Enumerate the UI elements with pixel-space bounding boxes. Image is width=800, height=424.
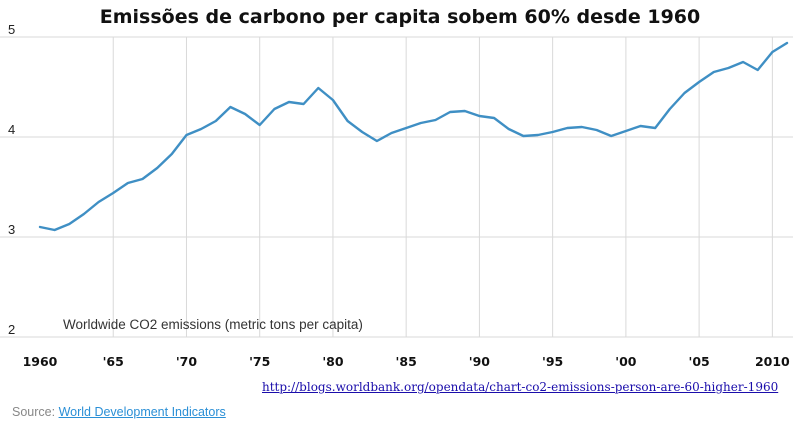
- y-tick-label: 3: [8, 222, 15, 237]
- data-point: [317, 87, 319, 89]
- data-point: [669, 108, 671, 110]
- x-tick-label: '75: [249, 354, 270, 369]
- chart-title: Emissões de carbono per capita sobem 60%…: [99, 6, 701, 28]
- data-point: [434, 119, 436, 121]
- x-tick-label: '05: [689, 354, 710, 369]
- data-point: [786, 42, 788, 44]
- data-point: [757, 69, 759, 71]
- data-point: [244, 113, 246, 115]
- data-point: [127, 182, 129, 184]
- x-tick-label: '90: [469, 354, 491, 369]
- chart-annotation: Worldwide CO2 emissions (metric tons per…: [63, 317, 363, 332]
- data-point: [156, 167, 158, 169]
- data-point: [97, 201, 99, 203]
- data-point: [493, 117, 495, 119]
- data-point: [639, 125, 641, 127]
- data-point: [390, 132, 392, 134]
- x-tick-label: '00: [615, 354, 637, 369]
- data-point: [478, 115, 480, 117]
- data-point: [595, 129, 597, 131]
- x-tick-label: '70: [176, 354, 198, 369]
- data-point: [420, 122, 422, 124]
- source-label: Source:: [12, 405, 59, 419]
- x-tick-label: '95: [542, 354, 563, 369]
- data-point: [566, 127, 568, 129]
- x-tick-label: '65: [103, 354, 124, 369]
- data-point: [742, 61, 744, 63]
- data-point: [654, 127, 656, 129]
- data-point: [53, 229, 55, 231]
- data-point: [508, 128, 510, 130]
- data-point: [273, 108, 275, 110]
- data-point: [771, 51, 773, 53]
- data-point: [713, 71, 715, 73]
- source-line: Source: World Development Indicators: [12, 405, 226, 419]
- data-point: [302, 103, 304, 105]
- data-point: [376, 140, 378, 142]
- data-point: [229, 106, 231, 108]
- data-point: [727, 67, 729, 69]
- data-point: [68, 223, 70, 225]
- data-point: [83, 213, 85, 215]
- y-tick-label: 5: [8, 22, 15, 37]
- y-tick-label: 4: [8, 122, 15, 137]
- data-point: [215, 120, 217, 122]
- data-point: [522, 135, 524, 137]
- x-tick-label: 2010: [755, 354, 790, 369]
- x-tick-label: '80: [322, 354, 344, 369]
- data-point: [625, 130, 627, 132]
- data-point: [551, 131, 553, 133]
- grid-lines: [0, 36, 793, 338]
- y-axis-tick-labels: 2 3 4 5: [8, 22, 15, 337]
- data-point: [698, 81, 700, 83]
- data-point: [581, 126, 583, 128]
- data-point: [464, 110, 466, 112]
- data-point: [537, 134, 539, 136]
- data-point: [405, 127, 407, 129]
- data-point: [288, 101, 290, 103]
- x-axis-tick-labels: 1960 '65 '70 '75 '80 '85 '90 '95 '00 '05 2010: [23, 354, 790, 369]
- data-point: [332, 99, 334, 101]
- source-url-link[interactable]: http://blogs.worldbank.org/opendata/char…: [262, 380, 779, 394]
- data-point: [346, 120, 348, 122]
- data-point: [171, 153, 173, 155]
- data-point: [259, 124, 261, 126]
- x-tick-label: 1960: [23, 354, 58, 369]
- data-point: [112, 192, 114, 194]
- x-tick-label: '85: [396, 354, 417, 369]
- source-link[interactable]: World Development Indicators: [58, 405, 226, 419]
- data-point: [610, 135, 612, 137]
- data-point: [361, 131, 363, 133]
- data-point: [141, 178, 143, 180]
- data-point: [200, 128, 202, 130]
- data-point: [449, 111, 451, 113]
- data-point: [683, 92, 685, 94]
- y-tick-label: 2: [8, 322, 15, 337]
- co2-series-line: [38, 41, 789, 232]
- data-point: [185, 134, 187, 136]
- data-point: [39, 226, 41, 228]
